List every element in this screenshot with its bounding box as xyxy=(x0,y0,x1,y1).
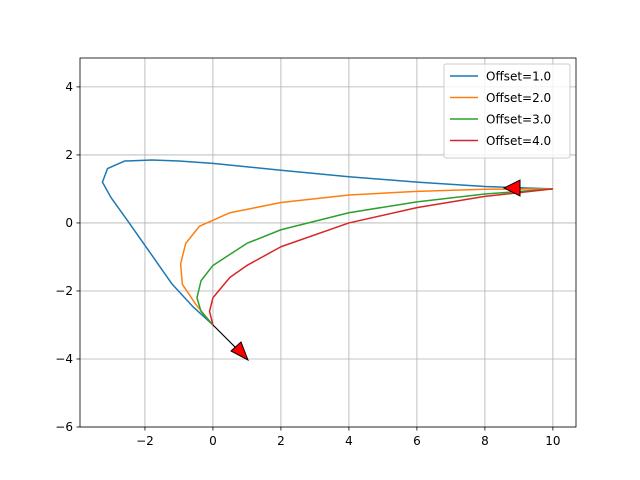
y-tick-label: 4 xyxy=(65,80,73,94)
series-line xyxy=(101,159,553,326)
legend-label: Offset=3.0 xyxy=(486,113,551,127)
legend-label: Offset=1.0 xyxy=(486,70,551,84)
x-tick-label: 10 xyxy=(545,434,560,448)
series-line xyxy=(208,188,553,326)
series-line xyxy=(179,188,553,326)
legend-label: Offset=2.0 xyxy=(486,91,551,105)
x-tick-label: 4 xyxy=(345,434,353,448)
x-tick-label: 8 xyxy=(481,434,489,448)
y-tick-label: 2 xyxy=(65,148,73,162)
y-tick-label: −4 xyxy=(55,352,73,366)
legend: Offset=1.0 Offset=2.0 Offset=3.0 Offset=4.0 xyxy=(443,63,571,159)
legend-label: Offset=4.0 xyxy=(486,134,551,148)
arrow-head xyxy=(230,341,249,362)
y-tick-label: −6 xyxy=(55,420,73,434)
x-tick-label: 6 xyxy=(413,434,421,448)
series-line xyxy=(196,188,553,326)
axes-frame xyxy=(79,57,577,428)
plot-lines xyxy=(101,159,553,326)
x-tick-label: −2 xyxy=(136,434,154,448)
y-tick-label: 0 xyxy=(65,216,73,230)
arrow-head xyxy=(502,179,521,197)
x-tick-label: 0 xyxy=(209,434,217,448)
y-tick-label: −2 xyxy=(55,284,73,298)
x-tick-label: 2 xyxy=(277,434,285,448)
legend-box xyxy=(443,63,571,159)
